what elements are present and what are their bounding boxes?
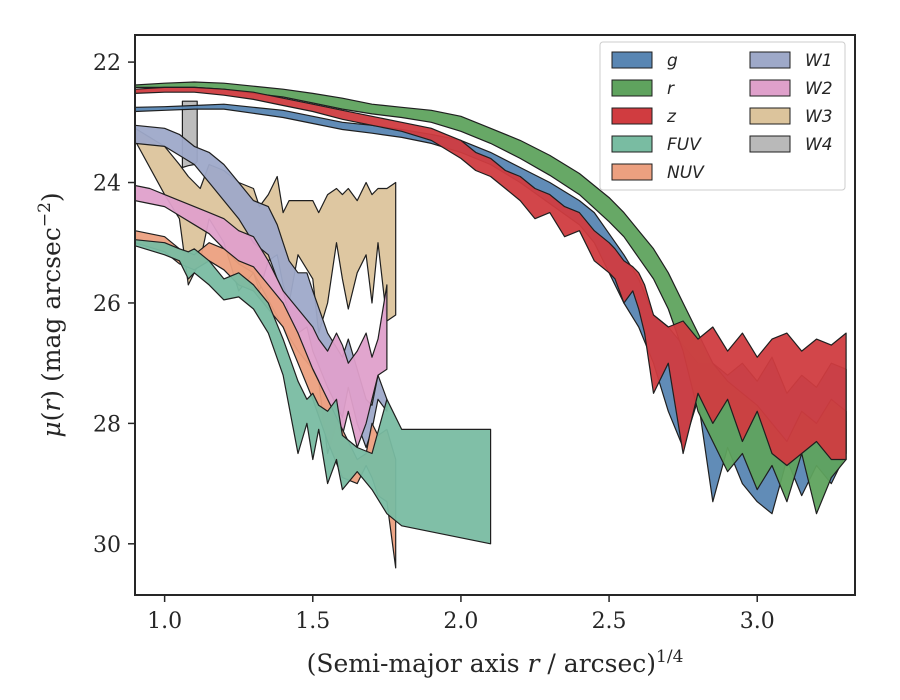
x-tick-label: 1.5	[295, 609, 330, 634]
legend-box	[599, 41, 846, 191]
y-tick-label: 30	[93, 533, 121, 558]
legend-swatch-z	[611, 107, 653, 125]
legend-label-w1: W1	[805, 51, 833, 71]
legend-label-fuv: FUV	[667, 135, 702, 155]
legend-swatch-r	[611, 79, 653, 97]
x-tick-label: 2.0	[443, 609, 478, 634]
plot-frame	[134, 34, 856, 596]
legend-label-g: g	[667, 51, 678, 71]
legend-swatch-nuv	[611, 163, 653, 181]
legend-swatch-w1	[749, 51, 791, 69]
legend-swatch-w3	[749, 107, 791, 125]
x-axis-title: (Semi-major axis r / arcsec)1/4	[307, 647, 684, 678]
y-tick-label: 28	[93, 412, 121, 437]
y-tick-label: 26	[93, 292, 121, 317]
legend-swatch-g	[611, 51, 653, 69]
legend-swatch-w2	[749, 79, 791, 97]
legend-swatch-fuv	[611, 135, 653, 153]
x-tick-label: 1.0	[147, 609, 182, 634]
legend-label-w4: W4	[805, 135, 833, 155]
y-tick-label: 24	[93, 172, 121, 197]
x-tick-label: 3.0	[740, 609, 775, 634]
y-axis: 22 24 26 28 30	[93, 51, 135, 558]
y-axis-title: μ(r) (mag arcsec−2)	[35, 192, 66, 437]
band-fuv	[135, 239, 492, 545]
legend-label-w2: W2	[805, 79, 833, 99]
x-tick-label: 2.5	[592, 609, 627, 634]
legend-label-z: z	[666, 107, 677, 127]
legend-label-w3: W3	[805, 107, 833, 127]
legend-label-nuv: NUV	[667, 163, 705, 183]
x-axis: 1.0 1.5 2.0 2.5 3.0	[147, 595, 775, 634]
band-z	[135, 86, 847, 467]
legend: grz FUV NUV W1 W2 W3 W4	[599, 41, 846, 191]
y-tick-label: 22	[93, 51, 121, 76]
legend-swatch-w4	[749, 135, 791, 153]
data-bands	[135, 81, 847, 569]
legend-label-r: r	[667, 79, 675, 99]
